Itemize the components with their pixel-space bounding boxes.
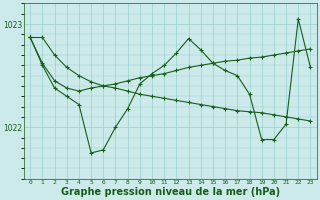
X-axis label: Graphe pression niveau de la mer (hPa): Graphe pression niveau de la mer (hPa)	[61, 187, 280, 197]
